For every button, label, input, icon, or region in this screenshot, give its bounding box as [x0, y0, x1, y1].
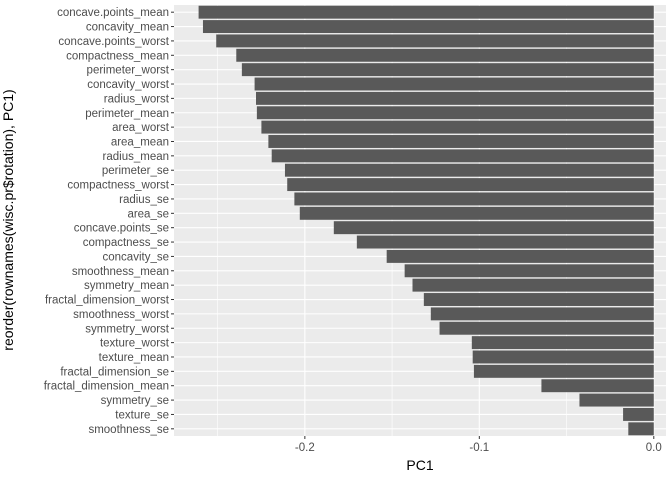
bar-concave.points_se: [333, 221, 654, 235]
y-axis-title: reorder(rownames(wisc.pr$rotation), PC1): [0, 89, 16, 350]
x-tick-label: -0.2: [295, 442, 315, 454]
bar-area_worst: [261, 120, 654, 134]
y-tick-label: perimeter_mean: [85, 108, 169, 120]
y-tick-label: texture_worst: [100, 338, 170, 350]
bars: [198, 5, 654, 436]
x-tick-label: -0.1: [469, 442, 489, 454]
y-tick-label: radius_se: [119, 194, 169, 206]
y-tick-label: radius_mean: [103, 151, 169, 163]
bar-area_mean: [268, 135, 654, 148]
bar-symmetry_se: [579, 393, 654, 407]
y-tick-label: symmetry_worst: [85, 323, 170, 335]
y-tick-label: symmetry_se: [101, 395, 169, 407]
y-tick-label: smoothness_se: [88, 424, 169, 436]
y-tick-label: smoothness_mean: [72, 266, 169, 278]
bar-concavity_worst: [254, 77, 654, 91]
bar-smoothness_mean: [404, 264, 654, 278]
bar-fractal_dimension_worst: [423, 293, 654, 306]
y-tick-label: area_mean: [111, 136, 169, 148]
y-tick-label: compactness_se: [83, 237, 169, 249]
y-tick-label: compactness_worst: [67, 180, 169, 192]
y-tick-label: fractal_dimension_se: [60, 366, 169, 378]
y-tick-label: concave.points_mean: [57, 7, 169, 19]
x-tick-label: 0.0: [646, 442, 662, 454]
y-tick-label: concavity_se: [103, 251, 169, 263]
bar-fractal_dimension_se: [473, 364, 654, 378]
y-tick-label: texture_mean: [99, 352, 169, 364]
bar-area_se: [299, 206, 654, 220]
bar-radius_worst: [256, 91, 654, 105]
bar-smoothness_worst: [430, 307, 654, 321]
y-tick-label: symmetry_mean: [84, 280, 169, 292]
bar-perimeter_se: [284, 163, 654, 177]
y-tick-label: perimeter_se: [102, 165, 169, 177]
bar-radius_se: [294, 192, 654, 206]
bar-concave.points_worst: [216, 34, 654, 48]
bar-symmetry_mean: [412, 278, 654, 292]
bar-radius_mean: [271, 149, 654, 163]
y-tick-label: concave.points_worst: [58, 36, 169, 48]
y-tick-labels: smoothness_se texture_se symmetry_se fracta…: [44, 7, 174, 436]
y-tick-label: concave.points_se: [74, 223, 169, 235]
x-axis-title: PC1: [406, 457, 433, 473]
bar-texture_mean: [472, 350, 654, 364]
y-tick-label: smoothness_worst: [73, 309, 170, 321]
y-tick-label: area_worst: [112, 122, 170, 134]
plot-panel: [174, 5, 666, 436]
y-tick-label: texture_se: [115, 409, 169, 421]
bar-perimeter_mean: [256, 106, 654, 120]
bar-concave.points_mean: [198, 5, 654, 19]
y-tick-label: perimeter_worst: [87, 65, 170, 77]
y-tick-label: compactness_mean: [66, 50, 169, 62]
x-tick-labels: -0.2 -0.1 0.0: [295, 436, 662, 454]
y-tick-label: fractal_dimension_mean: [44, 381, 169, 393]
y-tick-label: area_se: [127, 208, 169, 220]
y-tick-label: concavity_worst: [87, 79, 170, 91]
bar-compactness_worst: [287, 178, 654, 192]
bar-perimeter_worst: [241, 63, 654, 77]
bar-compactness_se: [356, 235, 654, 249]
y-tick-label: fractal_dimension_worst: [45, 295, 170, 307]
bar-texture_se: [623, 407, 654, 421]
bar-concavity_mean: [202, 20, 654, 34]
y-tick-label: concavity_mean: [86, 22, 169, 34]
bar-compactness_mean: [236, 48, 654, 62]
bar-smoothness_se: [628, 422, 654, 436]
bar-concavity_se: [386, 249, 654, 263]
bar-fractal_dimension_mean: [541, 379, 654, 393]
bar-symmetry_worst: [439, 321, 654, 335]
y-tick-label: radius_worst: [104, 93, 170, 105]
bar-texture_worst: [471, 336, 654, 350]
